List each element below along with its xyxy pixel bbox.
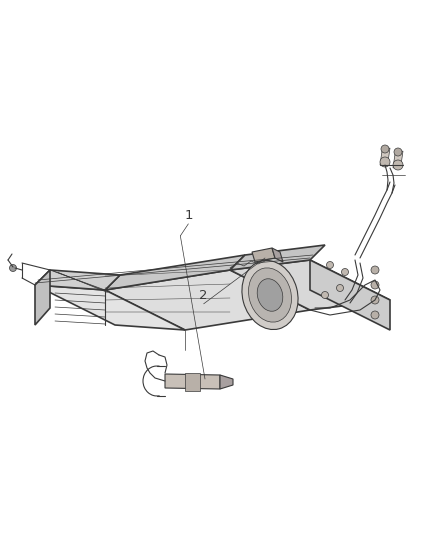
Circle shape [393,160,403,170]
Circle shape [381,145,389,153]
Circle shape [342,269,349,276]
Polygon shape [380,148,390,165]
Circle shape [371,266,379,274]
Circle shape [371,311,379,319]
Ellipse shape [242,261,298,329]
Circle shape [326,262,333,269]
Polygon shape [393,151,403,168]
Text: 2: 2 [199,289,208,302]
Polygon shape [252,248,275,262]
Circle shape [394,148,402,156]
Circle shape [380,157,390,167]
Ellipse shape [248,268,292,322]
Circle shape [371,296,379,304]
Polygon shape [165,374,220,389]
Polygon shape [35,270,50,325]
Text: 1: 1 [184,209,193,222]
Circle shape [371,281,379,289]
Polygon shape [105,255,245,290]
Polygon shape [105,270,310,330]
Polygon shape [220,375,233,389]
Ellipse shape [257,279,283,311]
Polygon shape [35,270,120,290]
Circle shape [336,285,343,292]
Polygon shape [185,373,200,391]
Polygon shape [230,260,390,310]
Polygon shape [272,248,283,262]
Polygon shape [310,260,390,330]
Circle shape [10,264,17,271]
Circle shape [321,292,328,298]
Polygon shape [230,245,325,270]
Polygon shape [35,285,185,330]
